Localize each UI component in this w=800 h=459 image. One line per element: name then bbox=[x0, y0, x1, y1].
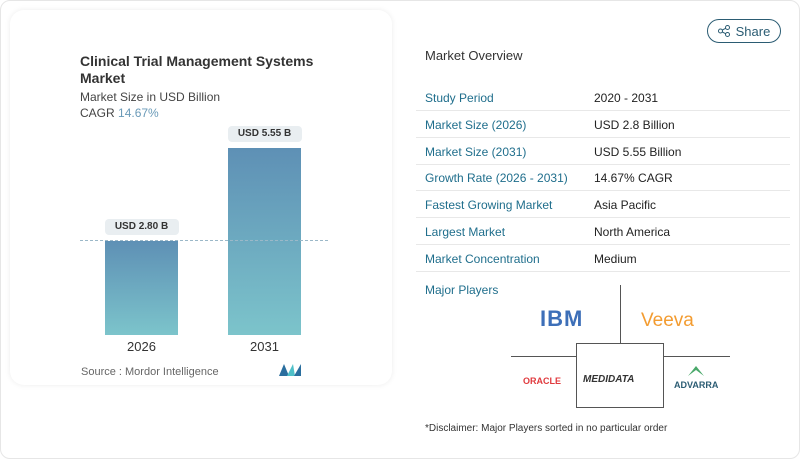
reference-line bbox=[80, 240, 328, 241]
medidata-logo: MEDIDATA bbox=[583, 374, 635, 385]
chart-card bbox=[10, 10, 392, 385]
logo-box bbox=[576, 343, 664, 408]
row-key: Growth Rate (2026 - 2031) bbox=[425, 171, 568, 186]
veeva-logo: Veeva bbox=[641, 310, 694, 331]
overview-row: Growth Rate (2026 - 2031) 14.67% CAGR bbox=[416, 164, 790, 192]
bar-2026 bbox=[105, 240, 178, 335]
divider bbox=[620, 285, 621, 343]
x-tick-label: 2026 bbox=[127, 339, 156, 354]
row-value: North America bbox=[594, 225, 671, 239]
data-label: USD 2.80 B bbox=[104, 218, 179, 235]
row-key: Largest Market bbox=[425, 225, 506, 239]
chart-title: Clinical Trial Management Systems Market bbox=[80, 53, 314, 86]
row-value: 14.67% CAGR bbox=[594, 171, 673, 186]
bar-2031 bbox=[228, 148, 301, 335]
share-icon bbox=[717, 25, 730, 37]
row-value: USD 5.55 Billion bbox=[594, 144, 682, 159]
advarra-mark-icon bbox=[688, 366, 704, 376]
x-tick-label: 2031 bbox=[250, 339, 279, 354]
chart-subtitle: Market Size in USD Billion bbox=[80, 90, 221, 104]
row-key: Market Size (2026) bbox=[425, 117, 527, 132]
overview-row: Study Period 2020 - 2031 bbox=[416, 84, 790, 111]
row-key: Fastest Growing Market bbox=[425, 198, 553, 213]
cagr: CAGR 14.67% bbox=[80, 106, 159, 120]
cagr-value: 14.67% bbox=[118, 106, 159, 120]
overview-row: Largest Market North America bbox=[416, 218, 790, 245]
row-key: Market Size (2031) bbox=[425, 144, 527, 159]
overview-row: Market Size (2031) USD 5.55 Billion bbox=[416, 138, 790, 165]
cagr-label: CAGR bbox=[80, 106, 115, 120]
oracle-logo: ORACLE bbox=[523, 376, 561, 386]
mordor-logo-icon bbox=[279, 364, 301, 376]
ibm-logo: IBM bbox=[540, 306, 584, 331]
overview-row: Fastest Growing Market Asia Pacific bbox=[416, 191, 790, 219]
overview-row: Market Size (2026) USD 2.8 Billion bbox=[416, 111, 790, 138]
row-value: Asia Pacific bbox=[594, 198, 657, 213]
row-value: 2020 - 2031 bbox=[594, 91, 659, 105]
data-label: USD 5.55 B bbox=[227, 126, 302, 142]
row-value: USD 2.8 Billion bbox=[594, 117, 675, 132]
overview-title: Market Overview bbox=[425, 48, 523, 63]
row-key: Market Concentration bbox=[425, 251, 540, 266]
source: Source : Mordor Intelligence bbox=[81, 366, 219, 378]
row-value: Medium bbox=[594, 251, 637, 266]
disclaimer: *Disclaimer: Major Players sorted in no … bbox=[425, 423, 668, 434]
row-key: Study Period bbox=[425, 91, 494, 105]
share-label: Share bbox=[735, 23, 771, 39]
major-players-title: Major Players bbox=[425, 283, 499, 297]
share-button[interactable]: Share bbox=[707, 19, 781, 43]
overview-row: Market Concentration Medium bbox=[416, 245, 790, 272]
advarra-logo: ADVARRA bbox=[674, 380, 719, 390]
